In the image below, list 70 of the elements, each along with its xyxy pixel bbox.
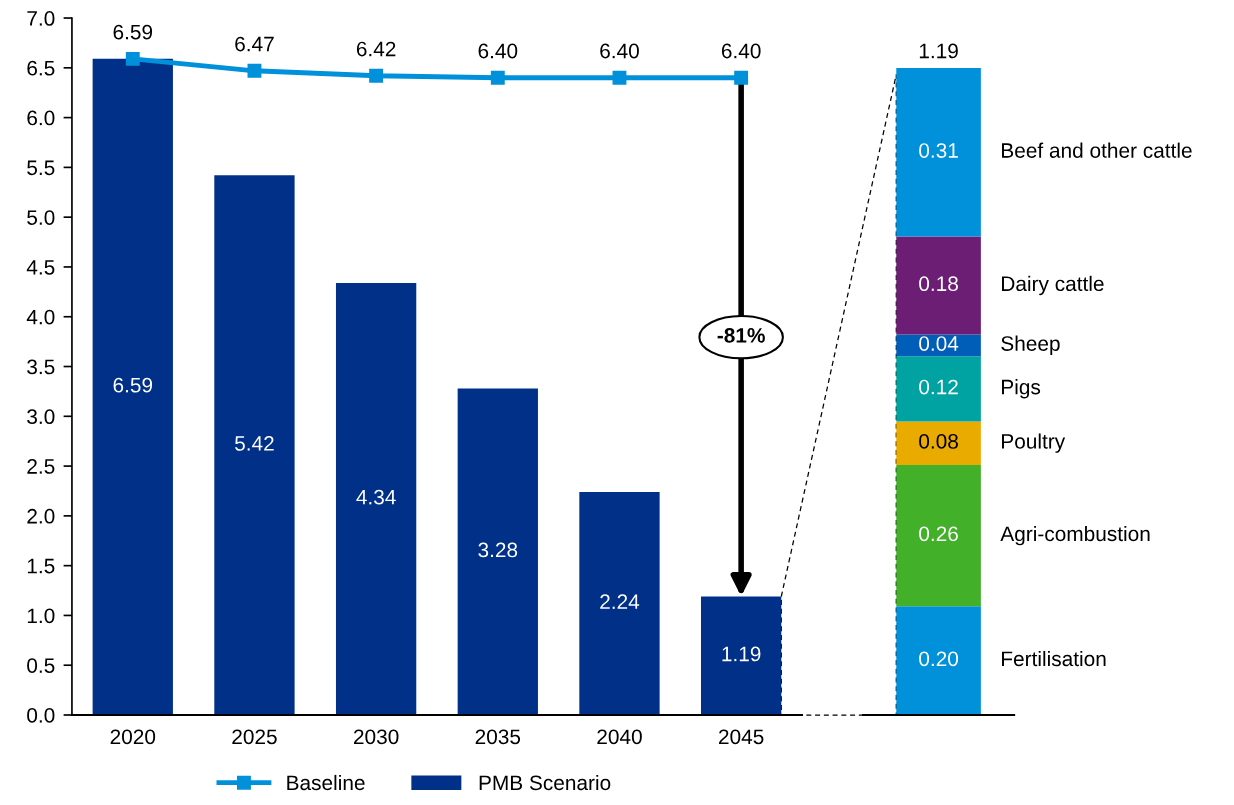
data-label: 0.20 [919,651,959,667]
bar [896,236,981,335]
point [247,63,262,78]
bar [335,282,417,715]
data-label: 6.40 [600,43,639,59]
series-label: Poultry [1002,433,1066,453]
y-tick-label: 0.0 [27,708,55,723]
y-tick-label: 6.5 [27,60,55,76]
data-label: 0.31 [919,143,958,158]
legend-label: PMB Scenario [479,774,611,791]
point [612,70,627,85]
data-label: 1.19 [722,646,761,662]
y-tick-label: 5.5 [27,160,55,176]
bar [896,334,981,357]
x-tick-label: 2030 [354,729,399,745]
data-label: 2.24 [600,594,640,609]
data-label: 6.59 [113,24,153,40]
data-label: 0.04 [919,336,959,351]
data-label: 6.59 [113,377,153,393]
y-tick-label: 5.0 [27,210,55,225]
series-label: Fertilisation [1002,650,1106,667]
total-label: 1.19 [919,43,958,59]
data-label: 6.42 [356,41,396,57]
data-label: 5.42 [235,436,274,451]
bar [214,175,295,715]
y-tick-label: 1.0 [27,608,55,624]
annotation: -81% [717,327,765,343]
bar [579,491,660,715]
y-tick-label: 3.5 [27,359,55,375]
bar [92,58,173,715]
series-label: Pigs [1002,379,1041,399]
bar [896,356,981,422]
point [734,70,749,85]
point [125,51,140,66]
legend-label: Baseline [287,774,365,791]
bar [457,388,538,715]
bar [896,606,981,715]
y-tick-label: 4.0 [26,309,55,325]
data-label: 4.34 [356,489,396,505]
bar [896,68,981,237]
y-tick-label: 4.5 [26,260,55,275]
x-tick-label: 2025 [232,729,277,745]
x-tick-label: 2045 [719,729,764,745]
x-tick-label: 2035 [475,729,521,745]
data-label: 0.26 [919,526,958,542]
data-label: 0.12 [919,379,958,395]
data-label: 6.40 [478,43,518,59]
y-tick-label: 6.0 [27,110,55,126]
series-label: Dairy cattle [1002,275,1104,296]
y-tick-label: 2.5 [27,459,55,474]
data-label: 6.47 [235,36,274,52]
data-label: 6.40 [721,43,761,59]
bar [896,421,981,465]
point [490,70,505,85]
point [369,68,384,83]
series-label: Agri-combustion [1000,525,1150,546]
y-tick-label: 7.0 [27,11,55,26]
y-tick-label: 3.0 [27,409,55,425]
data-label: 0.18 [919,276,958,292]
x-tick-label: 2040 [597,729,642,745]
data-label: 3.28 [478,542,518,558]
data-label: 0.08 [919,434,958,449]
y-tick-label: 0.5 [27,658,55,673]
x-tick-label: 2020 [110,729,156,745]
series-label: Beef and other cattle [1002,142,1192,158]
y-tick-label: 2.0 [27,508,55,524]
series-label: Sheep [1001,335,1060,356]
y-tick-label: 1.5 [27,558,55,574]
bar [700,596,782,715]
bar [896,464,981,607]
